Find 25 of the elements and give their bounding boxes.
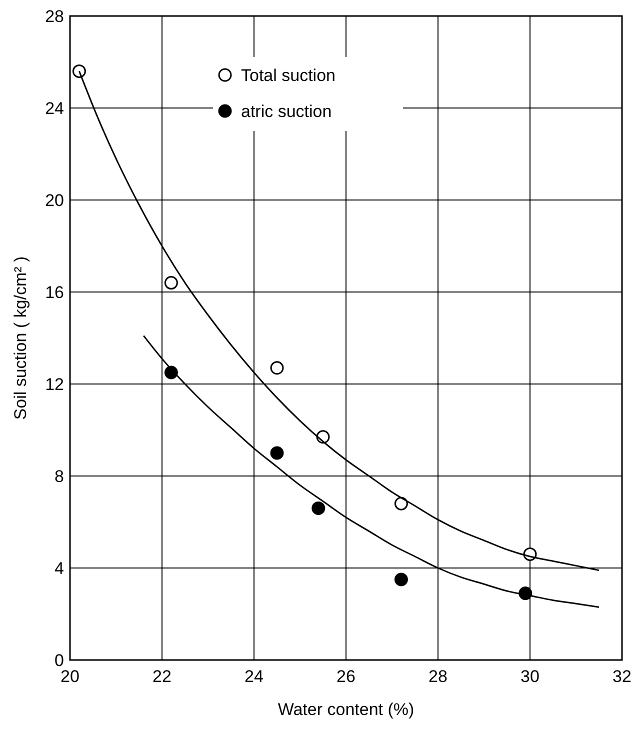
point <box>72 64 86 78</box>
x-tick-label: 24 <box>244 667 264 686</box>
y-tick-label: 12 <box>45 375 64 394</box>
x-tick-label: 22 <box>152 667 172 686</box>
x-tick-label: 30 <box>520 667 540 686</box>
y-tick-label: 28 <box>45 7 64 26</box>
point <box>164 276 178 290</box>
point <box>270 361 284 375</box>
x-tick-label: 32 <box>612 667 632 686</box>
point <box>394 496 408 510</box>
y-tick-label: 4 <box>54 559 64 578</box>
point <box>312 501 326 515</box>
y-tick-label: 8 <box>54 467 64 486</box>
x-tick-label: 26 <box>336 667 356 686</box>
point <box>270 446 284 460</box>
point <box>394 572 408 586</box>
legend-label: atric suction <box>241 102 332 121</box>
y-tick-label: 16 <box>45 283 64 302</box>
x-axis-title: Water content (%) <box>278 700 414 719</box>
x-tick-label: 28 <box>428 667 448 686</box>
y-tick-label: 20 <box>45 191 64 210</box>
y-tick-label: 24 <box>45 99 64 118</box>
y-tick-label: 0 <box>54 651 64 670</box>
y-axis-title: Soil suction ( kg/cm² ) <box>11 256 30 420</box>
legend-label: Total suction <box>241 66 336 85</box>
